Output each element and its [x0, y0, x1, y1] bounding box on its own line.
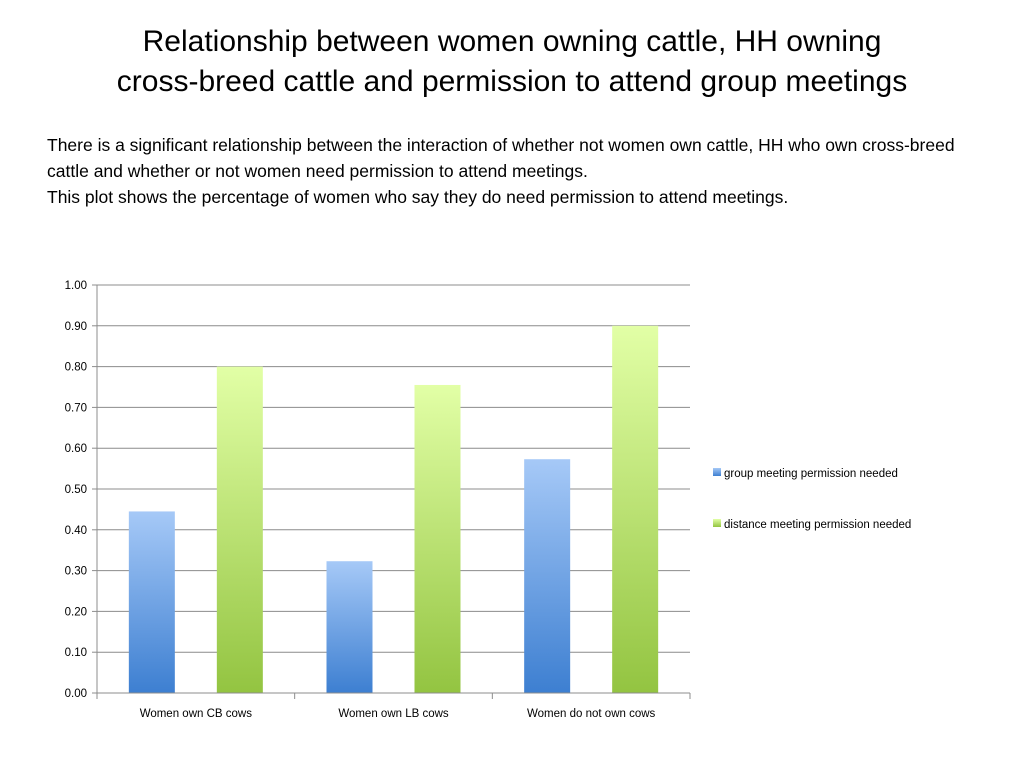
- y-tick-label: 0.50: [65, 484, 87, 496]
- y-tick-label: 0.10: [65, 647, 87, 659]
- y-tick-label: 0.90: [65, 321, 87, 333]
- legend-label-distance: distance meeting permission needed: [724, 519, 911, 531]
- y-tick-label: 0.30: [65, 566, 87, 578]
- y-tick-label: 0.00: [65, 688, 87, 700]
- bar-group-3: [524, 459, 571, 693]
- grid-lines: [92, 284, 690, 694]
- body-paragraph-1: There is a significant relationship betw…: [47, 135, 955, 181]
- y-tick-label: 0.60: [65, 443, 87, 455]
- legend-label-group: group meeting permission needed: [724, 468, 898, 480]
- slide-body: There is a significant relationship betw…: [47, 132, 997, 210]
- slide-title-line-1: Relationship between women owning cattle…: [142, 25, 882, 58]
- legend-swatch-distance: [713, 519, 721, 527]
- body-paragraph-2: This plot shows the percentage of women …: [47, 187, 789, 207]
- x-category-label: Women do not own cows: [527, 708, 656, 720]
- bar-group-1: [128, 511, 175, 693]
- y-tick-label: 0.40: [65, 525, 87, 537]
- y-tick-label: 1.00: [65, 280, 87, 292]
- bars: [128, 325, 659, 693]
- bar-distance-2: [414, 384, 461, 693]
- legend-swatch-group: [713, 468, 721, 476]
- y-tick-label: 0.70: [65, 402, 87, 414]
- y-tick-label: 0.80: [65, 362, 87, 374]
- slide-title: Relationship between women owning cattle…: [40, 22, 984, 102]
- legend: group meeting permission needed distance …: [713, 468, 911, 531]
- bar-group-2: [326, 561, 373, 693]
- y-tick-label: 0.20: [65, 606, 87, 618]
- bar-distance-1: [216, 366, 263, 693]
- slide-title-line-2: cross-breed cattle and permission to att…: [116, 65, 908, 98]
- x-category-label: Women own CB cows: [140, 708, 253, 720]
- x-category-label: Women own LB cows: [338, 708, 449, 720]
- axis-labels: 0.00 0.10 0.20 0.30 0.40 0.50 0.60 0.70 0.80 0.90…: [65, 280, 656, 720]
- bar-distance-3: [612, 325, 659, 693]
- axes: [96, 285, 691, 699]
